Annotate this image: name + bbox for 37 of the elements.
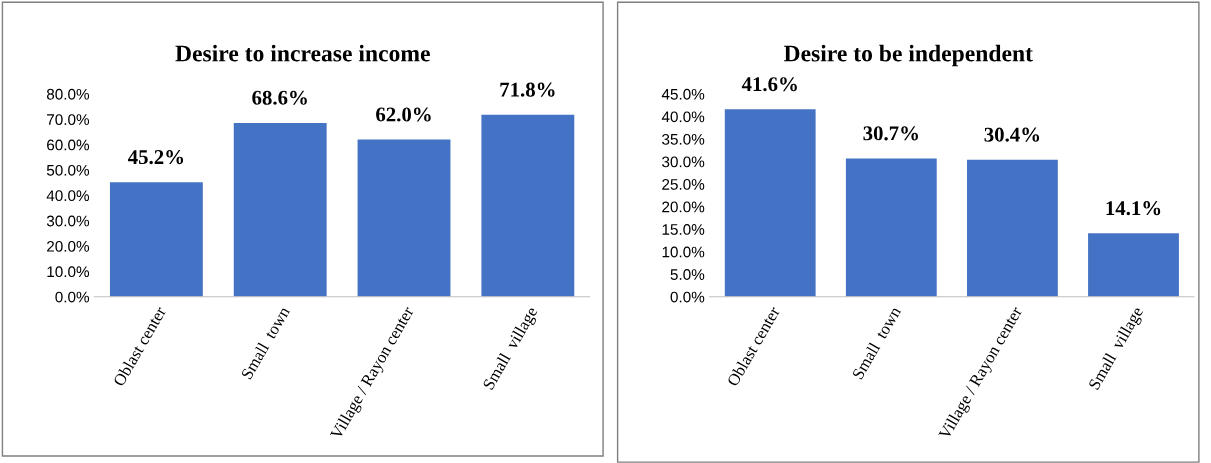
- chart-title: Desire to increase income: [175, 44, 430, 62]
- bar: [233, 122, 327, 297]
- y-tick-label: 30.0%: [46, 215, 90, 227]
- y-tick-label: 10.0%: [47, 266, 90, 278]
- y-tick-label: 25.0%: [662, 178, 705, 190]
- y-tick-label: 20.0%: [47, 240, 90, 252]
- data-label: 41.6%: [741, 77, 797, 92]
- data-label: 68.6%: [252, 90, 307, 105]
- bar: [109, 182, 203, 297]
- y-tick-label: 60.0%: [47, 139, 90, 151]
- y-tick-label: 10.0%: [662, 246, 705, 258]
- y-tick-label: 40.0%: [661, 111, 705, 123]
- data-label: 30.7%: [863, 126, 918, 141]
- y-tick-label: 45.0%: [661, 88, 705, 100]
- bar: [724, 109, 816, 297]
- chart-title: Desire to be independent: [783, 44, 1033, 67]
- y-tick-label: 30.0%: [662, 156, 705, 168]
- data-label: 45.2%: [128, 150, 184, 165]
- y-tick-label: 15.0%: [662, 224, 705, 235]
- data-label: 14.1%: [1106, 201, 1161, 216]
- y-tick-label: 80.0%: [46, 88, 90, 100]
- bar: [1088, 233, 1179, 297]
- data-label: 30.4%: [984, 127, 1040, 142]
- data-label: 62.0%: [376, 107, 431, 122]
- bar: [357, 139, 451, 297]
- bar: [845, 158, 937, 297]
- y-tick-label: 40.0%: [46, 190, 90, 202]
- bar: [966, 159, 1058, 297]
- y-tick-label: 50.0%: [46, 164, 90, 176]
- y-tick-label: 5.0%: [670, 269, 705, 280]
- y-tick-label: 20.0%: [662, 201, 705, 213]
- y-tick-label: 70.0%: [47, 114, 90, 126]
- y-tick-label: 35.0%: [662, 133, 705, 145]
- bar: [481, 114, 575, 297]
- y-tick-label: 0.0%: [670, 291, 705, 303]
- data-label: 71.8%: [500, 82, 555, 97]
- y-tick-label: 0.0%: [55, 291, 90, 303]
